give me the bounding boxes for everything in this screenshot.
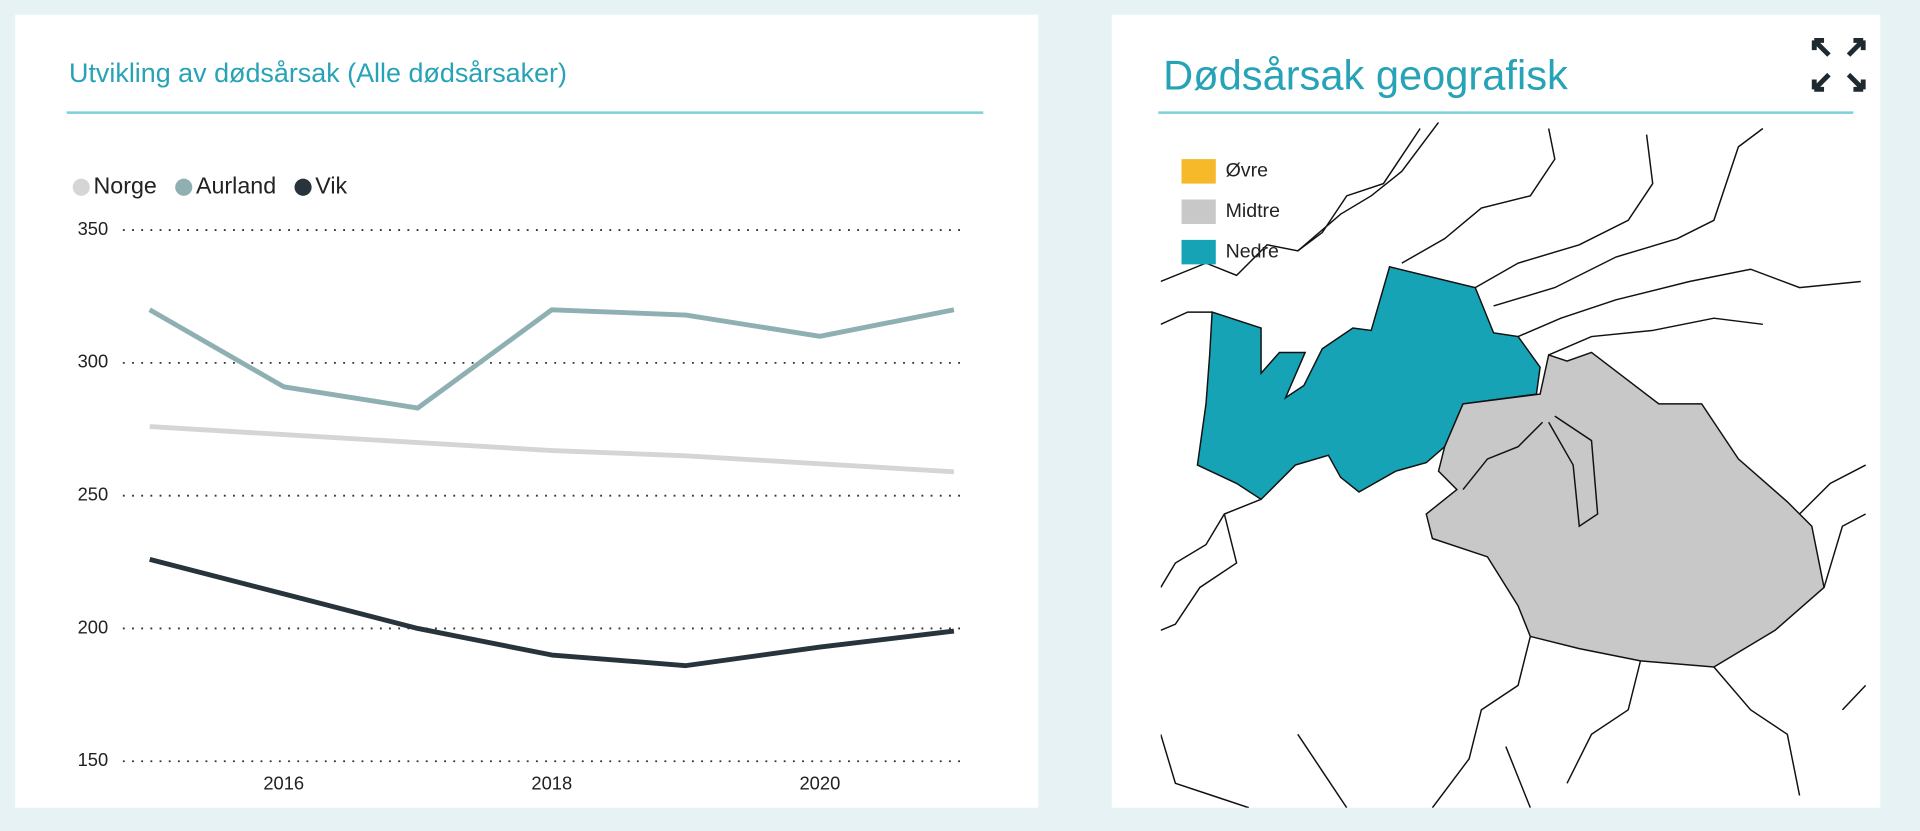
region-midtre (1425, 351, 1825, 668)
legend-label: Nedre (1226, 240, 1279, 262)
y-tick-label: 200 (78, 616, 109, 637)
legend-swatch (1181, 199, 1216, 224)
legend-label: Norge (94, 172, 157, 198)
x-tick-label: 2020 (799, 772, 840, 793)
legend-label: Vik (315, 172, 347, 198)
map-legend: Øvre Midtre Nedre (1181, 159, 1281, 265)
legend-label: Midtre (1226, 200, 1281, 222)
legend-label: Øvre (1226, 160, 1269, 182)
series-line (149, 424, 955, 475)
y-tick-label: 350 (78, 218, 109, 239)
map-title: Dødsårsak geografisk (1163, 51, 1568, 98)
x-tick-label: 2018 (531, 772, 572, 793)
legend-marker (294, 178, 312, 196)
legend-label: Aurland (196, 172, 276, 198)
chart-title: Utvikling av dødsårsak (Alle dødsårsaker… (69, 58, 567, 88)
legend-marker (175, 178, 193, 196)
y-tick-label: 300 (78, 351, 109, 372)
map-borders (1160, 122, 1867, 808)
legend-swatch (1181, 159, 1216, 184)
map (1160, 122, 1867, 808)
legend-swatch (1181, 239, 1216, 265)
y-tick-label: 150 (78, 749, 109, 770)
series-line (149, 557, 955, 669)
y-tick-label: 250 (78, 484, 109, 505)
legend-marker (72, 178, 90, 196)
x-tick-label: 2016 (263, 772, 304, 793)
region-nedre (1196, 265, 1541, 501)
expand-button[interactable] (1806, 34, 1871, 96)
chart-card (15, 14, 1039, 808)
series-line (148, 307, 955, 411)
